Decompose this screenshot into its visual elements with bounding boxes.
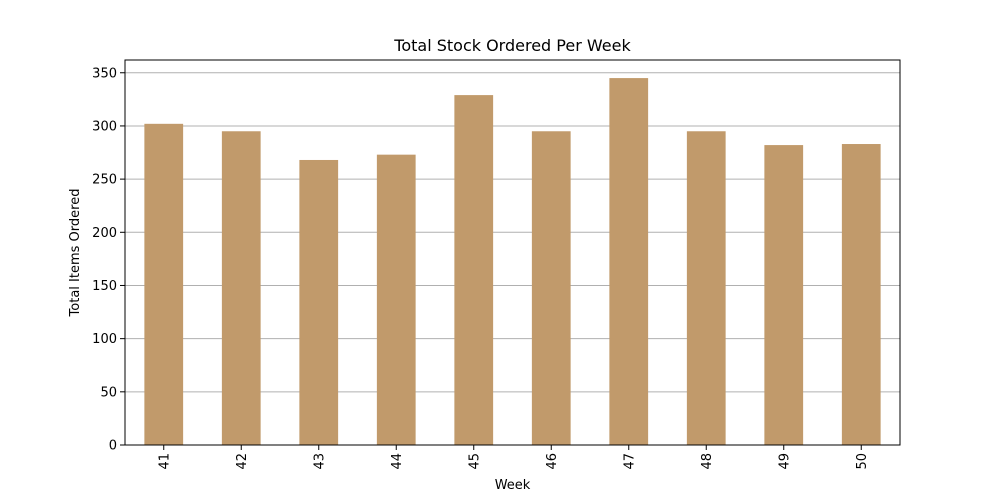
- x-tick-label: 45: [467, 453, 482, 470]
- bars: [144, 78, 881, 446]
- y-tick-label: 50: [100, 385, 117, 400]
- plot-frame: [124, 59, 901, 446]
- bar-week-43: [299, 159, 339, 445]
- bar-week-47: [609, 78, 649, 445]
- bar-week-41: [144, 123, 184, 445]
- chart-title: Total Stock Ordered Per Week: [393, 36, 631, 55]
- y-tick-label: 350: [92, 66, 117, 81]
- x-tick-label: 43: [312, 453, 327, 470]
- x-tick-label: 48: [700, 453, 715, 470]
- x-tick-label: 42: [235, 453, 250, 470]
- y-tick-label: 200: [92, 226, 117, 241]
- x-axis-ticks: 41 42 43 44 45 46 47 48 49 50: [157, 445, 870, 470]
- y-tick-label: 100: [92, 332, 117, 347]
- y-tick-label: 250: [92, 173, 117, 188]
- bar-week-44: [376, 154, 416, 445]
- x-tick-label: 41: [157, 453, 172, 470]
- x-tick-label: 49: [777, 453, 792, 470]
- bar-week-42: [221, 131, 261, 446]
- y-axis-title: Total Items Ordered: [68, 189, 83, 318]
- y-tick-label: 150: [92, 279, 117, 294]
- bar-week-50: [841, 144, 881, 445]
- y-tick-label: 300: [92, 119, 117, 134]
- y-tick-label: 0: [109, 439, 117, 454]
- bar-week-46: [531, 131, 571, 446]
- x-tick-label: 44: [390, 453, 405, 470]
- x-tick-label: 50: [855, 453, 870, 470]
- bar-week-48: [686, 131, 726, 446]
- x-axis-title: Week: [495, 478, 531, 493]
- bar-week-45: [454, 95, 494, 446]
- y-axis-ticks: 0 50 100 150 200 250 300 350: [92, 66, 125, 454]
- x-tick-label: 46: [545, 453, 560, 470]
- bar-week-49: [764, 145, 804, 445]
- x-tick-label: 47: [622, 453, 637, 470]
